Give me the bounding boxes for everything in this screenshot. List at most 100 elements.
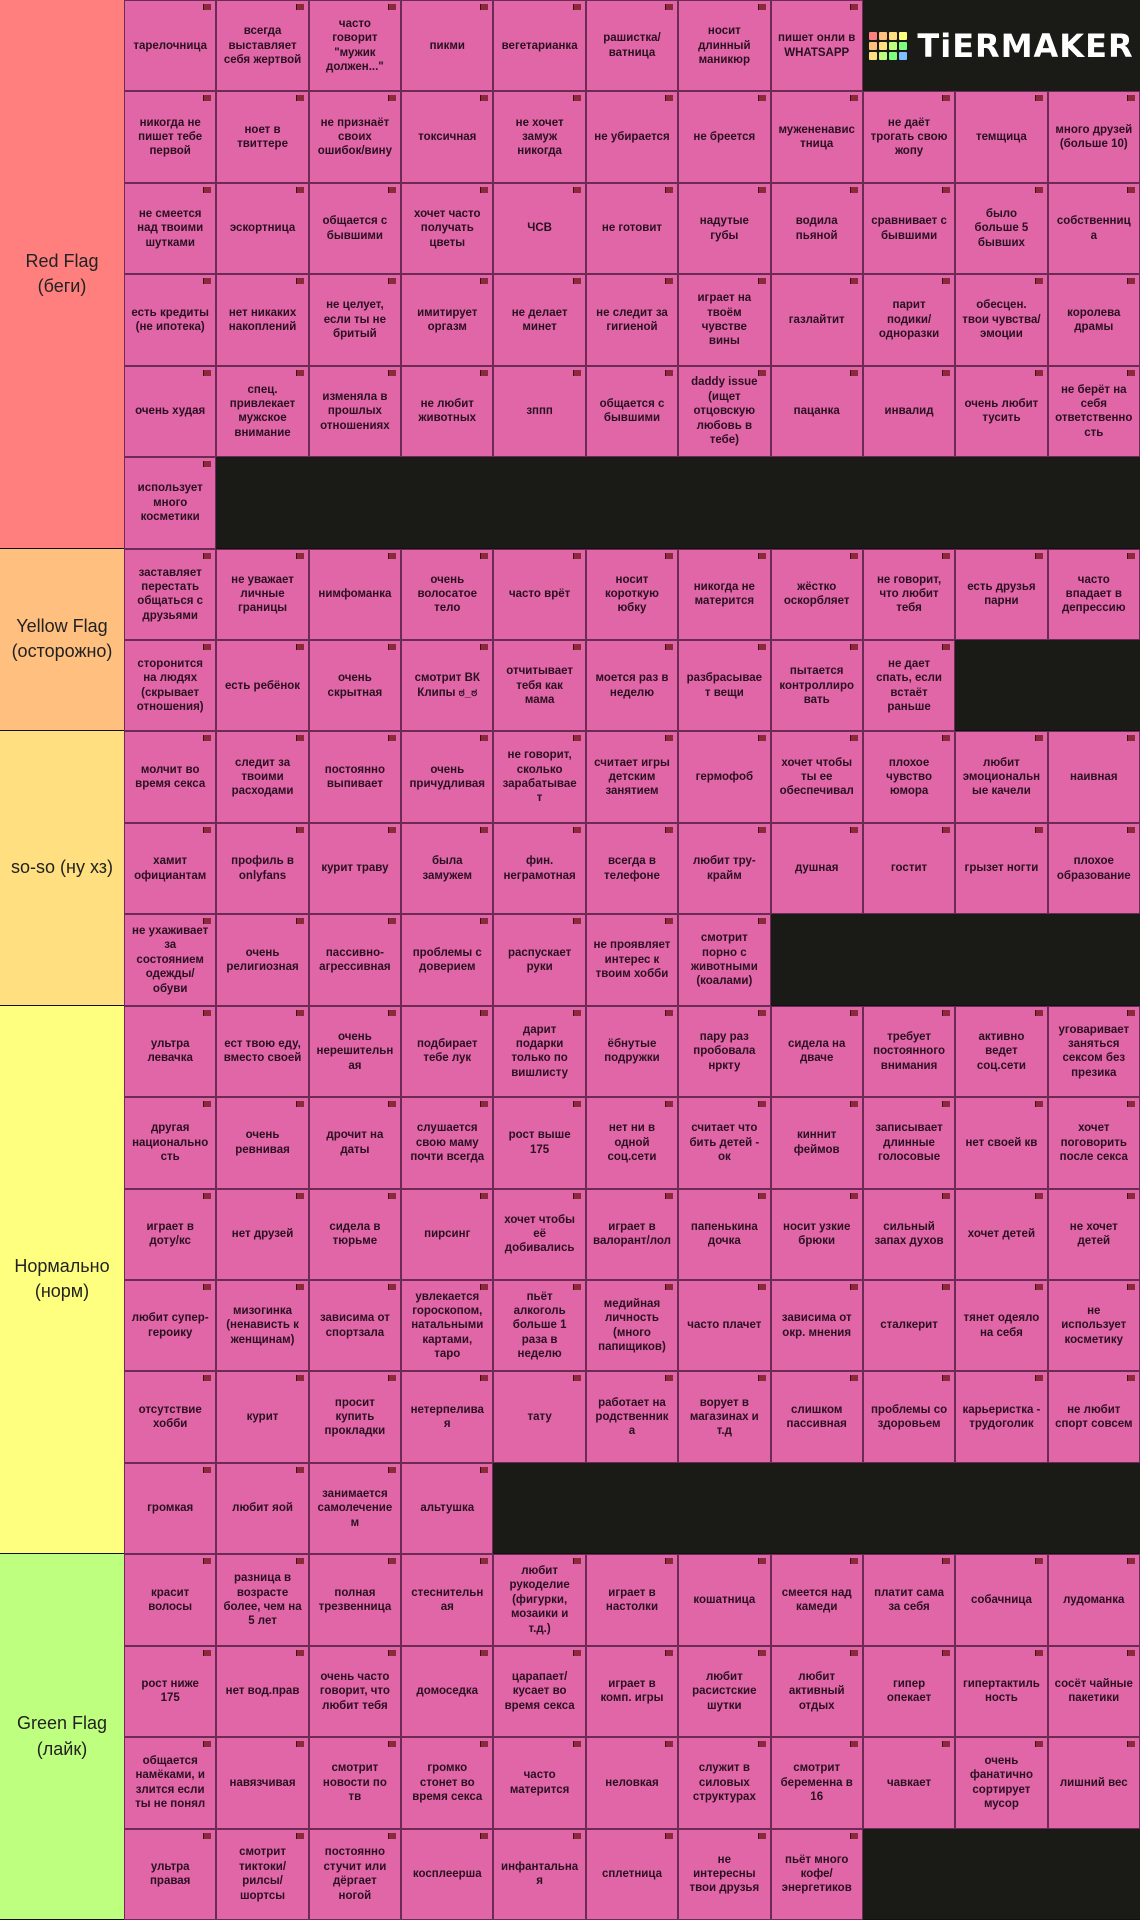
tier-item: плохое образование [1047, 822, 1140, 915]
tier-item: всегда в телефоне [585, 822, 679, 915]
tier-item: не хочет замуж никогда [493, 91, 586, 183]
tier-item: очень нерешительная [308, 1005, 402, 1098]
tier-label: Green Flag (лайк) [0, 1554, 124, 1919]
tier-item: следит за твоими расходами [216, 731, 309, 823]
tier-item: смотрит новости по тв [308, 1737, 402, 1829]
tier-item: носит узкие брюки [770, 1188, 863, 1280]
tier-item: вегетарианка [493, 0, 586, 92]
tier-item: записывает длинные голосовые [862, 1097, 956, 1189]
tier-item: смотрит беременна в 16 [770, 1737, 863, 1829]
tier-item: не бреется [678, 91, 771, 183]
tier-item: тарелочница [124, 0, 217, 92]
tier-item: занимается самолечением [308, 1462, 402, 1555]
tier-label: so-so (ну хз) [0, 731, 124, 1005]
tier-item: играет на твоём чувстве вины [678, 274, 771, 366]
tier-item: грызет ногти [955, 822, 1048, 915]
tier-item: очень волосатое тело [401, 548, 494, 640]
tier-item: парит подики/одноразки [862, 274, 956, 366]
tier-item: подбирает тебе лук [401, 1005, 494, 1098]
tier-item: общается с бывшими [308, 182, 402, 275]
tier-item: часто матерится [493, 1737, 586, 1829]
tier-items: тарелочница всегда выставляет себя жертво… [124, 0, 1140, 549]
tier-item: очень причудливая [401, 731, 494, 823]
tier-item: душная [770, 822, 863, 915]
tier-item: разбрасывает вещи [678, 639, 771, 732]
tier-item: не любит животных [401, 365, 494, 458]
tier-item: нетерпеливая [401, 1371, 494, 1463]
tier-item: не уважает личные границы [216, 548, 309, 640]
tier-item: эскортница [216, 182, 309, 275]
tier-item: жёстко оскорбляет [770, 548, 863, 640]
tier-item: разница в возрасте более, чем на 5 лет [216, 1554, 309, 1646]
tier-items: заставляет перестать общаться с друзьями… [124, 548, 1140, 732]
tier-item: гостит [862, 822, 956, 915]
tier-item: сталкерит [862, 1279, 956, 1372]
tier-item: инвалид [862, 365, 956, 458]
tier-item: часто говорит "мужик должен..." [308, 0, 402, 92]
tier-item: не делает минет [493, 274, 586, 366]
tier-item: использует много косметики [124, 457, 217, 549]
tier-item: ЧСВ [493, 182, 586, 275]
tier-item: кошатница [678, 1554, 771, 1646]
tier-row: Green Flag (лайк) красит волосы разница в … [0, 1554, 1140, 1920]
tier-item: косплеерша [401, 1828, 494, 1920]
tier-item: моется раз в неделю [585, 639, 679, 732]
tier-item: не убирается [585, 91, 679, 183]
tier-item: не целует, если ты не бритый [308, 274, 402, 366]
tier-item: дрочит на даты [308, 1097, 402, 1189]
tier-item: королева драмы [1047, 274, 1140, 366]
tier-item: считает что бить детей - ок [678, 1097, 771, 1189]
tier-item: токсичная [401, 91, 494, 183]
tier-item: проблемы со здоровьем [862, 1371, 956, 1463]
tier-item: сидела в тюрьме [308, 1188, 402, 1280]
tier-label: Yellow Flag (осторожно) [0, 548, 124, 731]
tier-item: требует постоянного внимания [862, 1005, 956, 1098]
tier-item: альтушка [401, 1462, 494, 1555]
tier-item: не даёт трогать свою жопу [862, 91, 956, 183]
tier-item: отсутствие хобби [124, 1371, 217, 1463]
tier-item: плохое чувство юмора [862, 731, 956, 823]
tier-item: daddy issue (ищет отцовскую любовь в теб… [678, 365, 771, 458]
tier-item: собственница [1047, 182, 1140, 275]
tier-item: лишний вес [1047, 1737, 1140, 1829]
tier-item: очень часто говорит, что любит тебя [308, 1645, 402, 1738]
tier-item: имитирует оргазм [401, 274, 494, 366]
tier-item: пару раз пробовала нркту [678, 1005, 771, 1098]
tier-item: постоянно стучит или дёргает ногой [308, 1828, 402, 1920]
tier-item: нимфоманка [308, 548, 402, 640]
tier-item: пытается контроллировать [770, 639, 863, 732]
tier-item: сравнивает с бывшими [862, 182, 956, 275]
tier-item: не готовит [585, 182, 679, 275]
tier-item: ультра левачка [124, 1005, 217, 1098]
tier-item: смотрит ВК Клипы ಠ_ಠ [401, 639, 494, 732]
tier-item: надутые губы [678, 182, 771, 275]
tier-item: нет друзей [216, 1188, 309, 1280]
tier-item: профиль в onlyfans [216, 822, 309, 915]
tier-item: любит супер-героику [124, 1279, 217, 1372]
tier-item: сплетница [585, 1828, 679, 1920]
tier-item: зависима от спортзала [308, 1279, 402, 1372]
tier-item: смотрит порно с животными (коалами) [678, 914, 771, 1006]
tier-item: смотрит тиктоки/рилсы/шортсы [216, 1828, 309, 1920]
tier-item: любит расистские шутки [678, 1645, 771, 1738]
tier-item: очень скрытная [308, 639, 402, 732]
tier-item: собачница [955, 1554, 1048, 1646]
tier-item: обесцен. твои чувства/эмоции [955, 274, 1048, 366]
tier-item: мизогинка (ненависть к женщинам) [216, 1279, 309, 1372]
tier-item: пассивно-агрессивная [308, 914, 402, 1006]
tier-row: Нормально (норм) ультра левачка ест твою е… [0, 1005, 1140, 1555]
tier-item: папенькина дочка [678, 1188, 771, 1280]
tier-item: очень худая [124, 365, 217, 458]
tier-items: молчит во время секса следит за твоими ра… [124, 731, 1140, 1006]
tier-item: хочет детей [955, 1188, 1048, 1280]
tier-item: гермофоб [678, 731, 771, 823]
tier-item: любит активный отдых [770, 1645, 863, 1738]
tier-item: была замужем [401, 822, 494, 915]
tier-item: молчит во время секса [124, 731, 217, 823]
tier-item: не следит за гигиеной [585, 274, 679, 366]
tier-item: играет в валорант/лол [585, 1188, 679, 1280]
tier-item: тату [493, 1371, 586, 1463]
tier-item: пацанка [770, 365, 863, 458]
tier-item: медийная личность (много папищиков) [585, 1279, 679, 1372]
